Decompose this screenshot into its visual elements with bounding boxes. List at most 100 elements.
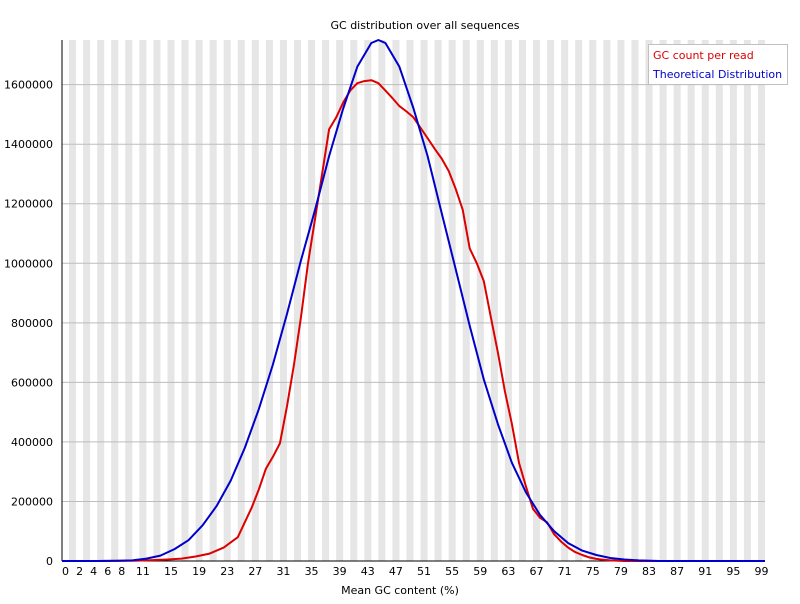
y-tick-label: 1200000	[4, 198, 53, 211]
x-tick-label: 11	[136, 565, 150, 578]
stripe	[97, 40, 105, 561]
stripe	[743, 40, 751, 561]
x-tick-label: 95	[726, 565, 740, 578]
x-tick-label: 8	[118, 565, 125, 578]
stripe	[139, 40, 147, 561]
stripe	[715, 40, 723, 561]
stripe	[350, 40, 358, 561]
stripe	[673, 40, 681, 561]
stripe	[265, 40, 273, 561]
stripe	[125, 40, 133, 561]
x-tick-label: 2	[76, 565, 83, 578]
stripe	[69, 40, 77, 561]
stripe	[687, 40, 695, 561]
stripe	[533, 40, 541, 561]
stripe	[561, 40, 569, 561]
stripe	[490, 40, 498, 561]
series-lines	[62, 39, 765, 562]
stripe	[729, 40, 737, 561]
gc-count-line	[62, 79, 765, 562]
x-tick-label: 63	[501, 565, 515, 578]
x-tick-label: 4	[90, 565, 97, 578]
x-tick-label: 15	[164, 565, 178, 578]
stripe	[603, 40, 611, 561]
stripe	[701, 40, 709, 561]
stripe	[476, 40, 484, 561]
stripe	[336, 40, 344, 561]
stripe	[195, 40, 203, 561]
x-tick-label: 23	[220, 565, 234, 578]
x-tick-label: 55	[445, 565, 459, 578]
x-tick-label: 0	[62, 565, 69, 578]
stripe	[209, 40, 217, 561]
stripe	[448, 40, 456, 561]
x-tick-label: 71	[558, 565, 572, 578]
y-tick-label: 0	[46, 555, 53, 568]
x-tick-label: 19	[192, 565, 206, 578]
x-tick-label: 79	[614, 565, 628, 578]
stripe	[659, 40, 667, 561]
x-tick-labels: 0 2 4 6 8 11 15 19 23 27 31 35 39 43 47 51 55 59 63 67 71 75 7…	[62, 565, 768, 578]
stripe	[279, 40, 287, 561]
x-tick-label: 43	[361, 565, 375, 578]
background-stripes	[69, 40, 765, 561]
legend-item-theoretical: Theoretical Distribution	[653, 68, 783, 81]
x-tick-label: 59	[473, 565, 487, 578]
x-tick-label: 99	[754, 565, 768, 578]
x-tick-label: 31	[276, 565, 290, 578]
stripe	[293, 40, 302, 561]
y-tick-label: 200000	[11, 495, 53, 508]
stripe	[631, 40, 639, 561]
x-axis-label: Mean GC content (%)	[341, 584, 459, 597]
x-tick-label: 35	[305, 565, 319, 578]
stripe	[223, 40, 231, 561]
stripe	[575, 40, 583, 561]
stripe	[462, 40, 470, 561]
legend: GC count per read Theoretical Distributi…	[648, 44, 788, 85]
x-tick-label: 83	[642, 565, 656, 578]
stripe	[392, 40, 400, 561]
stripe	[547, 40, 555, 561]
stripe	[181, 40, 189, 561]
stripe	[434, 40, 442, 561]
y-tick-label: 400000	[11, 436, 53, 449]
stripe	[237, 40, 245, 561]
stripe	[83, 40, 91, 561]
x-tick-label: 27	[248, 565, 262, 578]
stripe	[504, 40, 512, 561]
legend-item-gc-count: GC count per read	[653, 49, 754, 62]
y-tick-label: 800000	[11, 317, 53, 330]
stripe	[167, 40, 175, 561]
stripe	[322, 40, 330, 561]
stripe	[589, 40, 597, 561]
stripe	[153, 40, 161, 561]
x-tick-label: 67	[530, 565, 544, 578]
y-tick-labels: 0 200000 400000 600000 800000 1000000 1200000 1…	[4, 79, 53, 568]
stripe	[251, 40, 259, 561]
stripe	[420, 40, 428, 561]
x-tick-label: 39	[333, 565, 347, 578]
x-tick-label: 75	[586, 565, 600, 578]
x-tick-label: 51	[417, 565, 431, 578]
x-tick-label: 47	[389, 565, 403, 578]
stripe	[518, 40, 526, 561]
stripe	[378, 40, 386, 561]
stripe	[111, 40, 119, 561]
y-tick-label: 1600000	[4, 79, 53, 92]
chart-title: GC distribution over all sequences	[331, 19, 520, 32]
x-tick-label: 87	[670, 565, 684, 578]
stripe	[308, 40, 316, 561]
y-tick-label: 600000	[11, 376, 53, 389]
stripe	[406, 40, 414, 561]
stripe	[757, 40, 765, 561]
stripe	[617, 40, 625, 561]
x-tick-label: 6	[104, 565, 111, 578]
stripe	[645, 40, 653, 561]
y-tick-label: 1000000	[4, 257, 53, 270]
theoretical-distribution-line	[62, 39, 765, 562]
x-tick-label: 91	[698, 565, 712, 578]
stripe	[364, 40, 372, 561]
y-tick-label: 1400000	[4, 138, 53, 151]
